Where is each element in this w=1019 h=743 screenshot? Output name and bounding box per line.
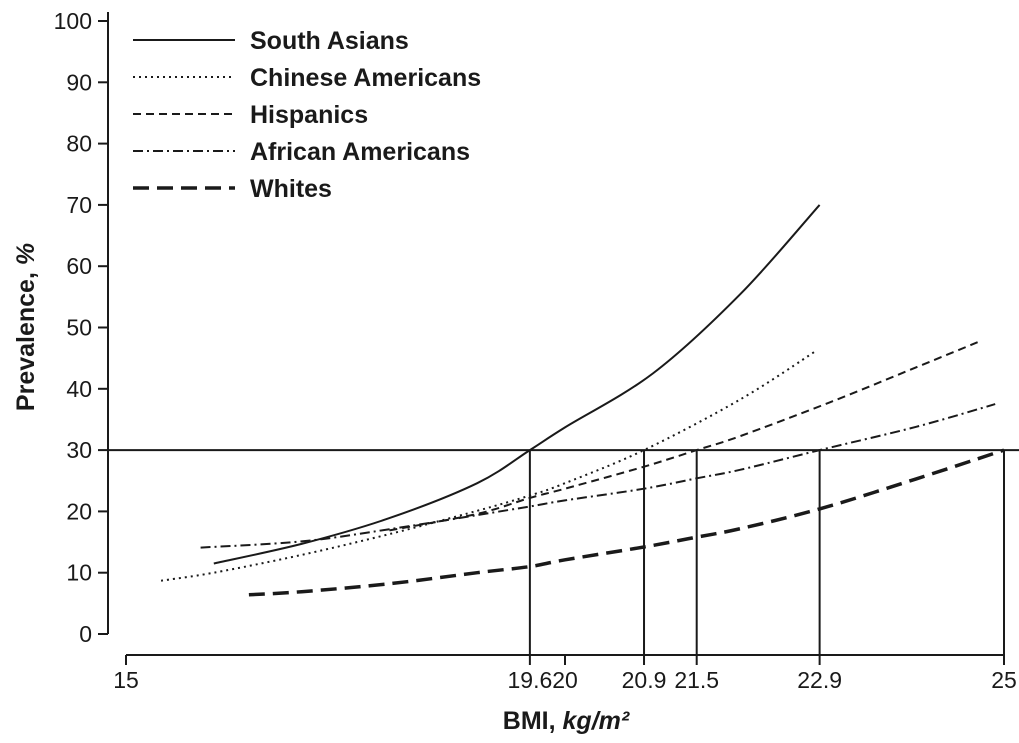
y-tick-label: 60	[66, 253, 92, 279]
x-tick-label: 20	[552, 667, 578, 693]
series-line-african-americans	[200, 403, 996, 549]
x-tick-label: 15	[113, 667, 139, 693]
legend-label-african-americans: African Americans	[250, 138, 470, 166]
y-tick-label: 0	[79, 621, 92, 647]
series-line-chinese-americans	[160, 350, 816, 582]
x-axis-title: BMI, kg/m²	[503, 707, 630, 735]
series-line-whites	[248, 448, 1005, 597]
legend-label-hispanics: Hispanics	[250, 101, 368, 129]
y-tick-label: 80	[66, 131, 92, 157]
legend-label-south-asians: South Asians	[250, 27, 409, 55]
y-tick-label: 40	[66, 376, 92, 402]
y-tick-label: 100	[54, 8, 92, 34]
reference-lines	[108, 449, 1019, 655]
legend: South Asians Chinese Americans Hispanics Af…	[133, 27, 481, 203]
x-tick-label: 19.6	[507, 667, 552, 693]
y-tick-label: 50	[66, 315, 92, 341]
x-tick-label: 20.9	[622, 667, 667, 693]
series-line-hispanics	[389, 341, 979, 532]
y-tick-label: 30	[66, 437, 92, 463]
y-axis-title: Prevalence, %	[12, 243, 40, 411]
y-tick-label: 10	[66, 560, 92, 586]
series-line-south-asians	[213, 204, 821, 565]
series-lines	[160, 204, 1005, 597]
y-tick-label: 90	[66, 69, 92, 95]
x-tick-label: 21.5	[674, 667, 719, 693]
x-tick-label: 22.9	[797, 667, 842, 693]
legend-label-whites: Whites	[250, 175, 332, 203]
y-tick-label: 70	[66, 192, 92, 218]
y-tick-label: 20	[66, 498, 92, 524]
legend-label-chinese-americans: Chinese Americans	[250, 64, 481, 92]
x-tick-label: 25	[991, 667, 1017, 693]
